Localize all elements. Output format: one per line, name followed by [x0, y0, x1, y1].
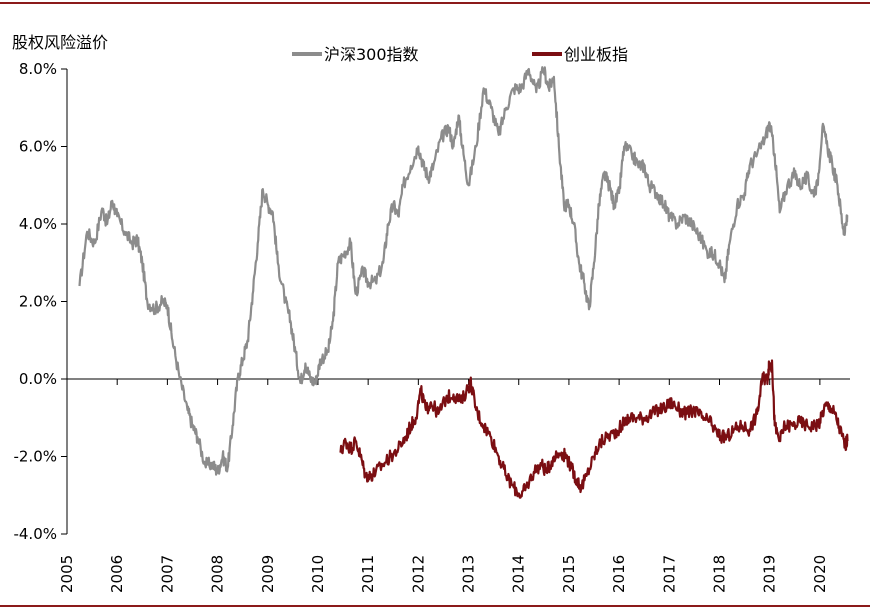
series-line-hs300 [78, 66, 849, 476]
legend-label-hs300: 沪深300指数 [324, 45, 419, 64]
y-tick-label: 6.0% [19, 138, 57, 156]
series-lines [78, 66, 849, 499]
y-tick-label: 0.0% [19, 370, 57, 388]
tick-labels: 8.0% 6.0% 4.0% 2.0% 0.0% -2.0% -4.0%2005 2006 20… [13, 60, 828, 593]
series-line-chinext [339, 359, 849, 499]
x-tick-label: 2007 [158, 555, 176, 593]
axes [61, 68, 850, 535]
x-tick-label: 2020 [811, 555, 829, 593]
x-tick-label: 2014 [510, 555, 528, 593]
legend: 沪深300指数 创业板指 [292, 45, 628, 64]
legend-label-chinext: 创业板指 [564, 45, 628, 64]
x-tick-label: 2006 [108, 555, 126, 593]
x-tick-label: 2010 [309, 555, 327, 593]
x-tick-label: 2012 [409, 555, 427, 593]
x-tick-label: 2016 [610, 555, 628, 593]
x-tick-label: 2013 [460, 555, 478, 593]
x-tick-label: 2019 [761, 555, 779, 593]
x-tick-label: 2015 [560, 555, 578, 593]
x-tick-label: 2009 [259, 555, 277, 593]
x-tick-label: 2005 [58, 555, 76, 593]
x-tick-label: 2017 [660, 555, 678, 593]
y-axis-label: 股权风险溢价 [12, 33, 108, 52]
y-tick-label: 8.0% [19, 60, 57, 78]
y-tick-label: 2.0% [19, 293, 57, 311]
x-tick-label: 2008 [209, 555, 227, 593]
x-tick-label: 2011 [359, 555, 377, 593]
x-tick-label: 2018 [711, 555, 729, 593]
y-tick-label: 4.0% [19, 215, 57, 233]
y-tick-label: -2.0% [13, 448, 57, 466]
y-tick-label: -4.0% [13, 525, 57, 543]
